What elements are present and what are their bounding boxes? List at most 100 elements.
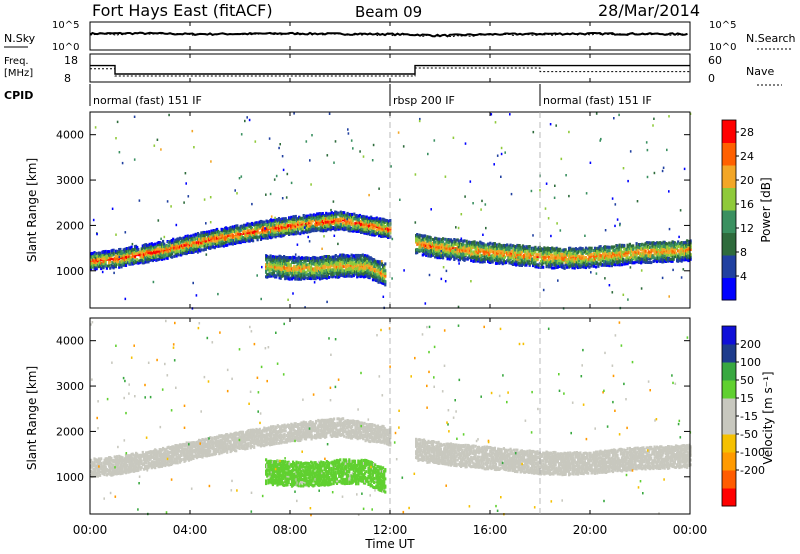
data-speck-221 xyxy=(268,137,271,140)
data-cell-2-151 xyxy=(284,267,287,270)
data-cell-1-1012 xyxy=(569,264,572,268)
data-speck-88 xyxy=(111,207,114,210)
data-cell-0-1274 xyxy=(299,224,302,228)
data-cell-0-374 xyxy=(151,249,155,253)
data-cell-1-1165 xyxy=(591,261,594,265)
data-cell-2-182 xyxy=(287,261,290,265)
data-cell-0-504 xyxy=(173,246,176,250)
data-cell-0-336 xyxy=(146,247,149,251)
data-cell-1-69 xyxy=(425,241,428,245)
data-cell-0-1801 xyxy=(384,225,387,228)
data-cell-0-467 xyxy=(166,247,169,251)
data-cell-1-159 xyxy=(438,246,441,249)
data-cell-1-1221 xyxy=(600,249,603,253)
data-cell-0-857 xyxy=(231,242,234,246)
data-cell-1-493 xyxy=(489,256,492,260)
data-cell-1-921 xyxy=(554,248,557,252)
data-cell-1-157 xyxy=(438,249,441,252)
data-cell-0-419 xyxy=(158,245,161,249)
data-cell-0-1473 xyxy=(330,213,333,217)
data-cell-1-1320 xyxy=(616,258,619,262)
data-cell-0-1603 xyxy=(353,229,356,233)
data-cell-1-874 xyxy=(547,255,550,259)
data-cell-1-1574 xyxy=(655,250,658,254)
data-cell-0-235 xyxy=(128,248,131,252)
data-cell-1-1775 xyxy=(686,249,689,253)
data-cell-0-888 xyxy=(236,241,239,244)
data-cell-1-1740 xyxy=(681,258,684,262)
data-cell-1-231 xyxy=(448,244,451,248)
data-speck-194 xyxy=(210,160,212,163)
data-cell-1-579 xyxy=(501,245,504,249)
data-cell-1-1423 xyxy=(632,251,635,255)
data-cell-0-362 xyxy=(150,258,153,262)
data-cell-1-83 xyxy=(427,239,430,243)
data-speck-187 xyxy=(611,197,614,200)
data-cell-1-1234 xyxy=(602,254,606,258)
data-cell-0-1737 xyxy=(374,230,377,234)
data-cell-2-251 xyxy=(297,271,300,275)
data-cell-1-134 xyxy=(435,243,438,247)
data-speck-213 xyxy=(270,215,273,218)
data-cell-0-226 xyxy=(127,249,130,253)
data-cell-0-1774 xyxy=(380,219,383,223)
data-cell-1-1275 xyxy=(608,251,611,255)
data-speck-77 xyxy=(555,124,557,127)
data-cell-1-1342 xyxy=(618,250,621,254)
data-cell-1-408 xyxy=(475,245,478,249)
data-speck-182 xyxy=(440,277,443,281)
data-cell-1-777 xyxy=(533,258,536,262)
data-cell-0-586 xyxy=(186,244,189,248)
data-cell-1-434 xyxy=(480,256,483,260)
data-cell-0-709 xyxy=(207,242,210,246)
data-cell-2-342 xyxy=(310,277,313,281)
data-cell-0-333 xyxy=(146,255,149,258)
data-cell-1-1721 xyxy=(678,256,681,260)
data-speck-91 xyxy=(278,146,280,150)
data-cell-0-1715 xyxy=(371,229,374,232)
data-speck-15 xyxy=(630,260,633,263)
data-cell-0-1582 xyxy=(348,212,351,216)
data-cell-1-1389 xyxy=(626,253,629,257)
data-cell-0-648 xyxy=(196,246,200,250)
data-cell-1-1040 xyxy=(572,253,575,257)
data-cell-0-332 xyxy=(146,258,149,262)
data-cell-0-480 xyxy=(168,246,171,249)
data-cell-0-1195 xyxy=(285,228,288,232)
data-cell-0-1169 xyxy=(281,217,284,221)
data-speck-159 xyxy=(403,269,405,272)
data-cell-1-14 xyxy=(416,233,419,236)
data-speck-190 xyxy=(286,172,289,176)
data-cell-0-669 xyxy=(200,244,203,248)
data-speck-21 xyxy=(274,216,276,220)
data-cell-0-443 xyxy=(162,239,165,243)
data-cell-1-865 xyxy=(546,254,549,257)
data-cell-1-755 xyxy=(528,247,531,251)
data-cell-1-606 xyxy=(506,245,509,249)
data-cell-2-359 xyxy=(312,267,315,271)
data-cell-0-451 xyxy=(163,242,166,246)
data-cell-2-301 xyxy=(303,266,306,270)
data-cell-1-785 xyxy=(534,260,537,264)
data-speck-247 xyxy=(589,161,592,164)
data-cell-0-829 xyxy=(226,227,229,231)
data-cell-2-408 xyxy=(319,262,322,266)
data-speck-22 xyxy=(307,235,309,239)
data-cell-2-117 xyxy=(279,262,282,266)
data-cell-1-1568 xyxy=(654,242,657,246)
data-cell-0-795 xyxy=(221,240,224,243)
noise-left-tick-top: 10^5 xyxy=(52,20,79,31)
data-cell-1-1181 xyxy=(595,265,598,269)
data-cell-0-719 xyxy=(208,232,211,236)
data-cell-0-138 xyxy=(113,263,116,267)
data-speck-207 xyxy=(265,193,267,196)
data-cell-1-160 xyxy=(438,243,441,247)
data-cell-1-1716 xyxy=(677,255,680,258)
data-speck-32 xyxy=(305,224,307,227)
data-cell-1-1368 xyxy=(623,254,626,258)
data-cell-1-43 xyxy=(421,244,424,248)
data-speck-64 xyxy=(683,167,686,171)
data-cell-0-918 xyxy=(240,237,243,240)
data-cell-0-305 xyxy=(141,244,144,248)
data-cell-0-1224 xyxy=(290,215,293,219)
